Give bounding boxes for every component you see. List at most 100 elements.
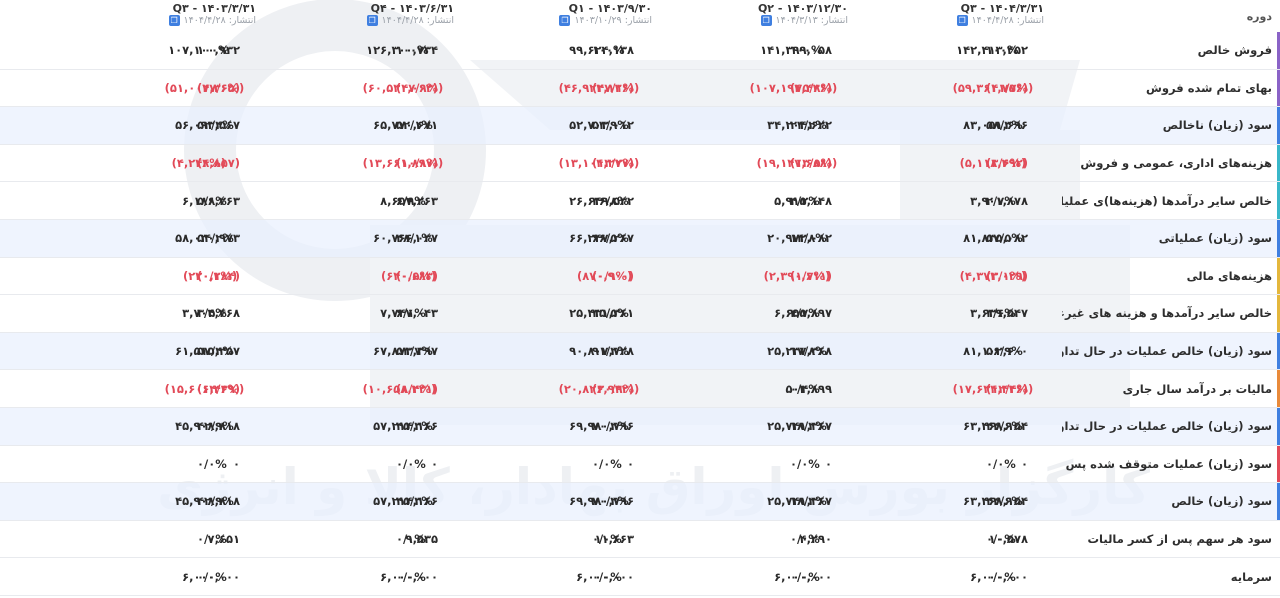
percent-cell: ۴۲/۹% bbox=[197, 419, 234, 434]
row-category-marker bbox=[1277, 295, 1280, 332]
percent-cell: ۴۸/۱% bbox=[396, 231, 433, 246]
percent-cell: ۰/۰% bbox=[396, 456, 426, 471]
value-cell: ۶,۰۰۰,۰۰۰ bbox=[970, 569, 1028, 584]
value-cell: ۱۴۱,۳۹۹,۰۵۸ bbox=[760, 43, 832, 58]
percent-cell: (۴۷/۱%) bbox=[592, 80, 640, 95]
document-link-icon[interactable]: ❐ bbox=[366, 15, 378, 26]
table-row: خالص سایر درآمدها (هزینه‌ها)ی عملیاتی ۳,۹… bbox=[0, 182, 1280, 220]
percent-cell: ۴/۲% bbox=[790, 193, 820, 208]
document-link-icon[interactable]: ❐ bbox=[168, 15, 180, 26]
row-category-marker bbox=[1277, 32, 1280, 69]
publish-date[interactable]: انتشار: ۱۴۰۴/۳/۱۳ ❐ bbox=[760, 15, 848, 26]
percent-cell: ۱۷/۸% bbox=[790, 344, 827, 359]
document-link-icon[interactable]: ❐ bbox=[760, 15, 772, 26]
row-label: سود (زیان) عملیاتی bbox=[1158, 231, 1272, 246]
percent-cell: ۰/۰% bbox=[986, 569, 1016, 584]
percent-cell: ۱۰۰% bbox=[197, 43, 230, 58]
percent-cell: (۴۷/۶%) bbox=[197, 80, 245, 95]
percent-cell: ۰/۰% bbox=[790, 456, 820, 471]
period-column-header: Q۴ - ۱۴۰۳/۶/۳۱ انتشار: ۱۴۰۴/۴/۲۸ ❐ bbox=[282, 0, 454, 32]
percent-cell: ۵۸/۳% bbox=[986, 118, 1023, 133]
value-cell: ۰ bbox=[430, 456, 438, 471]
value-cell: ۰ bbox=[232, 456, 240, 471]
value-cell: ۵۷,۲۱۴,۱۶۶ bbox=[373, 494, 438, 509]
row-category-marker bbox=[1277, 69, 1280, 107]
period-header-label: دوره bbox=[1246, 9, 1272, 23]
publish-date[interactable]: انتشار: ۱۴۰۴/۴/۲۸ ❐ bbox=[168, 15, 256, 26]
publish-date-text: انتشار: ۱۴۰۳/۱۰/۲۹ bbox=[574, 15, 652, 26]
percent-cell: ۰/۰% bbox=[986, 456, 1016, 471]
row-label: سود (زیان) ناخالص bbox=[1162, 118, 1272, 133]
percent-cell: ۰/۰% bbox=[790, 569, 820, 584]
period-title: Q۲ - ۱۴۰۳/۱۲/۳۰ bbox=[757, 2, 848, 15]
row-category-marker bbox=[1277, 220, 1280, 257]
value-cell: ۳,۷۰۴,۴۶۸ bbox=[182, 306, 240, 321]
value-cell: ۰ bbox=[626, 456, 634, 471]
publish-date-text: انتشار: ۱۴۰۴/۳/۱۳ bbox=[775, 15, 848, 26]
percent-cell: ۰/۰% bbox=[197, 456, 227, 471]
percent-cell: (۱۴/۶%) bbox=[197, 381, 245, 396]
percent-cell: ۴۴/۶% bbox=[986, 494, 1023, 509]
percent-cell: ۰/۰% bbox=[396, 569, 426, 584]
period-column-header: Q۲ - ۱۴۰۳/۱۲/۳۰ انتشار: ۱۴۰۴/۳/۱۳ ❐ bbox=[676, 0, 848, 32]
period-title: Q۳ - ۱۴۰۳/۳/۳۱ bbox=[172, 2, 256, 15]
percent-cell: ۱۴/۸% bbox=[790, 231, 827, 246]
publish-date[interactable]: انتشار: ۱۴۰۳/۱۰/۲۹ ❐ bbox=[559, 15, 652, 26]
table-row: بهای تمام شده فروش (۵۹,۳۶۱,۷۵۶) (۴۱/۷%) (۱۰… bbox=[0, 69, 1280, 108]
value-cell: (۱۵,۶۰۶,۴۳۹) bbox=[164, 381, 240, 396]
percent-cell: ۵۷/۴% bbox=[197, 344, 234, 359]
percent-cell: ۱۸/۲% bbox=[790, 494, 827, 509]
row-category-marker bbox=[1277, 182, 1280, 219]
percent-cell: ۴/۷% bbox=[790, 306, 820, 321]
table-row: سود هر سهم پس از کسر مالیات ۱۰,۵۷۸ ۰/۰% ۴,۲… bbox=[0, 521, 1280, 559]
percent-cell: ۶/۹% bbox=[396, 193, 426, 208]
value-cell: ۰ bbox=[824, 456, 832, 471]
table-row: سود (زیان) عملیاتی ۸۱,۸۳۵,۰۸۲ ۵۷/۵% ۲۰,۹۷۲,… bbox=[0, 220, 1280, 258]
percent-cell: ۰/۰% bbox=[592, 569, 622, 584]
percent-cell: ۴۵/۳% bbox=[396, 419, 433, 434]
percent-cell: ۰/۰% bbox=[592, 456, 622, 471]
row-label: خالص سایر درآمدها (هزینه‌ها)ی عملیاتی bbox=[1062, 193, 1272, 208]
period-column-header: Q۳ - ۱۴۰۴/۳/۳۱ انتشار: ۱۴۰۴/۴/۲۸ ❐ bbox=[872, 0, 1044, 32]
row-category-marker bbox=[1277, 107, 1280, 144]
percent-cell: ۱۰۰% bbox=[396, 43, 429, 58]
percent-cell: ۱۸/۲% bbox=[790, 419, 827, 434]
percent-cell: ۰/۰% bbox=[396, 532, 426, 547]
percent-cell: ۴۲/۹% bbox=[197, 494, 234, 509]
value-cell: ۲۵,۷۴۱,۲۶۷ bbox=[767, 494, 832, 509]
percent-cell: ۲۵/۵% bbox=[592, 306, 629, 321]
value-cell: ۶۳,۴۶۸,۱۵۴ bbox=[963, 494, 1028, 509]
value-cell: ۱۴۲,۴۱۳,۴۵۲ bbox=[956, 43, 1028, 58]
document-link-icon[interactable]: ❐ bbox=[956, 15, 968, 26]
row-label: خالص سایر درآمدها و هزینه های غیرعملیاتی bbox=[1062, 306, 1272, 321]
value-cell: ۴۵,۹۰۸,۸۱۸ bbox=[175, 419, 240, 434]
publish-date[interactable]: انتشار: ۱۴۰۴/۴/۲۸ ❐ bbox=[956, 15, 1044, 26]
table-header: دوره Q۳ - ۱۴۰۴/۳/۳۱ انتشار: ۱۴۰۴/۴/۲۸ ❐ Q۲ … bbox=[0, 0, 1280, 32]
period-column-header: Q۱ - ۱۴۰۳/۹/۳۰ انتشار: ۱۴۰۳/۱۰/۲۹ ❐ bbox=[480, 0, 652, 32]
percent-cell: (۰/۹%) bbox=[592, 268, 633, 283]
percent-cell: ۱۰۰% bbox=[986, 43, 1019, 58]
publish-date[interactable]: انتشار: ۱۴۰۴/۴/۲۸ ❐ bbox=[366, 15, 454, 26]
value-cell: ۶,۰۰۰,۰۰۰ bbox=[576, 569, 634, 584]
row-category-marker bbox=[1277, 257, 1280, 295]
document-link-icon[interactable]: ❐ bbox=[559, 15, 571, 26]
percent-cell: ۵/۸% bbox=[197, 193, 227, 208]
percent-cell: ۵۲/۹% bbox=[592, 118, 629, 133]
percent-cell: (۰/۲%) bbox=[197, 268, 238, 283]
value-cell: ۴۵,۹۰۸,۸۱۸ bbox=[175, 494, 240, 509]
table-row: هزینه‌های مالی (۴,۳۷۲,۰۲۹) (۳/۱%) (۲,۳۹۰,۶۱… bbox=[0, 257, 1280, 296]
percent-cell: (۴۷/۹%) bbox=[396, 80, 444, 95]
table-row: فروش خالص ۱۴۲,۴۱۳,۴۵۲ ۱۰۰% ۱۴۱,۳۹۹,۰۵۸ ۱۰۰% ۹… bbox=[0, 32, 1280, 70]
percent-cell: ۴۵/۳% bbox=[396, 494, 433, 509]
value-cell: (۱۹,۱۴۷,۶۸۸) bbox=[756, 156, 832, 171]
percent-cell: ۷۰/۲% bbox=[592, 494, 629, 509]
percent-cell: ۰/۰% bbox=[790, 532, 820, 547]
percent-cell: ۱۰۰% bbox=[592, 43, 625, 58]
percent-cell: ۴۴/۶% bbox=[986, 419, 1023, 434]
percent-cell: ۲۶/۸% bbox=[592, 193, 629, 208]
percent-cell: ۰/۰% bbox=[197, 532, 227, 547]
percent-cell: ۰/۰% bbox=[986, 532, 1016, 547]
row-category-marker bbox=[1277, 332, 1280, 370]
value-cell: ۷,۶۵۱ bbox=[207, 532, 240, 547]
